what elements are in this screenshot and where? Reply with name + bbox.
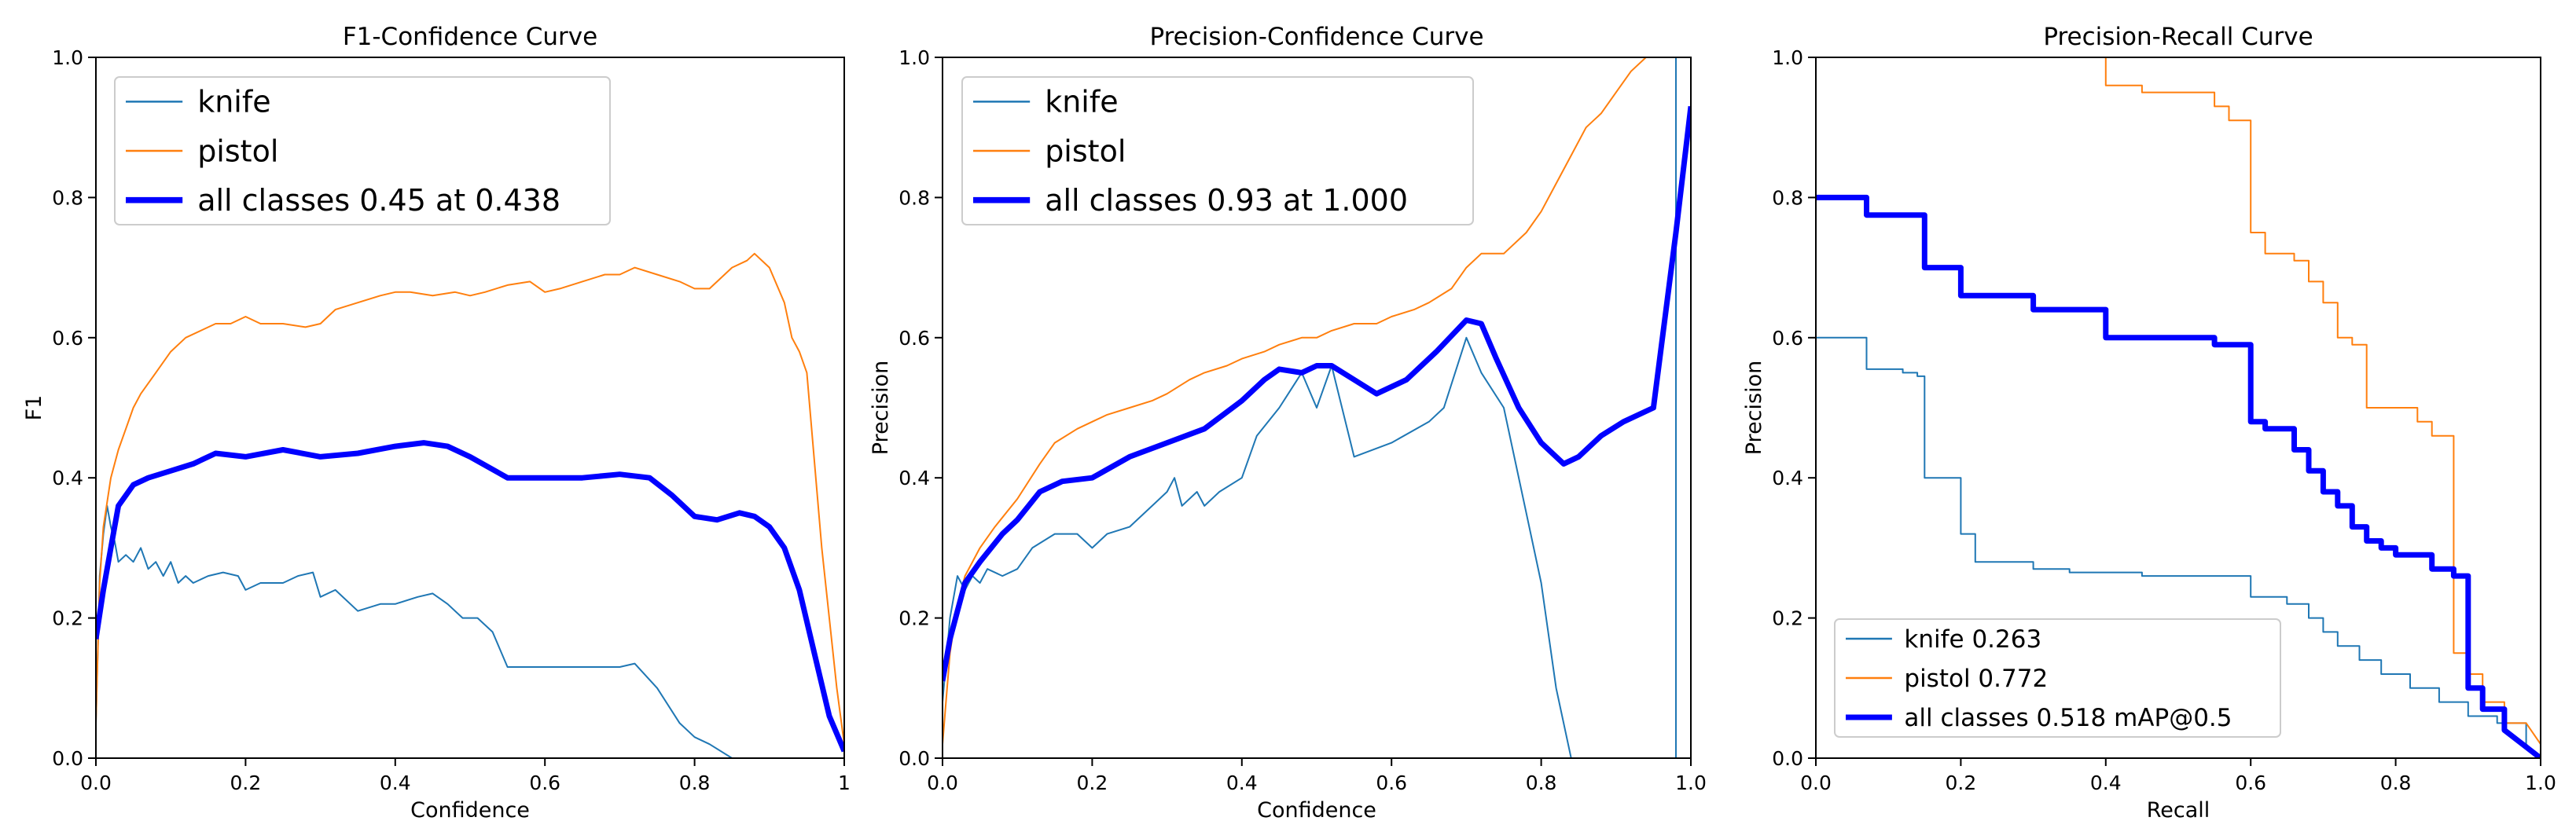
chart-1-legend-box xyxy=(114,76,611,225)
chart-3-legend-label-all: all classes 0.518 mAP@0.5 xyxy=(1904,704,2232,732)
chart-2-title: Precision-Confidence Curve xyxy=(1149,23,1483,51)
chart-1-series-pistol-line xyxy=(96,252,844,745)
chart-3-y-tick-label: 0.8 xyxy=(1772,186,1803,209)
chart-2-series-pistol-line xyxy=(943,57,1654,745)
chart-1-legend-label-knife: knife xyxy=(197,85,270,119)
chart-1-x-tick-label: 0.2 xyxy=(230,772,262,794)
chart-2-y-tick-label: 1.0 xyxy=(898,46,930,69)
chart-1-x-tick-label: 1 xyxy=(838,772,851,794)
chart-3-legend-box xyxy=(1834,618,2281,738)
chart-2-y-tick-label: 0.6 xyxy=(898,327,930,350)
chart-2-x-tick-label: 0.2 xyxy=(1077,772,1108,794)
chart-2-legend-box xyxy=(961,76,1474,225)
chart-2-x-tick-label: 0.4 xyxy=(1226,772,1258,794)
chart-2-legend-label-all: all classes 0.93 at 1.000 xyxy=(1045,183,1408,218)
chart-2-x-tick-label: 0.8 xyxy=(1526,772,1557,794)
chart-2-y-tick-label: 0.2 xyxy=(898,607,930,630)
chart-1-y-tick-label: 0.4 xyxy=(52,467,83,489)
chart-1-y-tick-label: 0.6 xyxy=(52,327,83,350)
f1-confidence-panel: 0.0 0.2 0.4 0.6 0.8 1 0.0 0.2 0.4 0.6 0.8 1.0 F1-Con… xyxy=(22,23,851,823)
chart-3-y-tick-label: 0.6 xyxy=(1772,327,1803,350)
chart-1-y-tick-label: 0.0 xyxy=(52,747,83,770)
chart-3-legend: knife 0.263 pistol 0.772 all classes 0.518… xyxy=(1834,618,2281,738)
chart-2-series-knife-line xyxy=(943,57,1684,758)
chart-3-y-tick-label: 0.0 xyxy=(1772,747,1803,770)
chart-2-series-all-line xyxy=(943,105,1691,682)
chart-1-y-axis-label: F1 xyxy=(22,395,46,421)
chart-3-x-tick-label: 0.8 xyxy=(2380,772,2412,794)
chart-2-legend-label-knife: knife xyxy=(1045,85,1118,119)
chart-1-x-tick-label: 0.0 xyxy=(80,772,112,794)
chart-2-plot-frame xyxy=(942,57,1692,759)
chart-2-y-axis-label: Precision xyxy=(869,361,893,455)
chart-3-plot-frame xyxy=(1815,57,2541,759)
chart-1-title: F1-Confidence Curve xyxy=(343,23,597,51)
chart-3-y-tick-label: 0.4 xyxy=(1772,467,1803,489)
chart-3-x-tick-label: 0.4 xyxy=(2090,772,2122,794)
chart-3-legend-label-pistol: pistol 0.772 xyxy=(1904,665,2048,693)
chart-1-plot-frame xyxy=(95,57,845,759)
chart-1-x-tick-label: 0.8 xyxy=(679,772,711,794)
chart-3-y-axis-label: Precision xyxy=(1742,361,1766,455)
chart-3-legend-label-knife: knife 0.263 xyxy=(1904,625,2041,654)
chart-2-y-tick-label: 0.4 xyxy=(898,467,930,489)
chart-2-legend-label-pistol: pistol xyxy=(1045,134,1126,168)
chart-3-series-all-line xyxy=(1816,194,2541,758)
chart-3-y-tick-label: 0.2 xyxy=(1772,607,1803,630)
chart-1-legend-label-all: all classes 0.45 at 0.438 xyxy=(197,183,560,218)
precision-confidence-panel: 0.0 0.2 0.4 0.6 0.8 1.0 0.0 0.2 0.4 0.6 0.8 1.0 Prec… xyxy=(869,23,1707,823)
chart-1-x-tick-label: 0.4 xyxy=(380,772,411,794)
chart-3-x-tick-label: 0.6 xyxy=(2235,772,2266,794)
chart-2-x-tick-label: 0.6 xyxy=(1376,772,1407,794)
chart-2-x-tick-label: 1.0 xyxy=(1675,772,1707,794)
chart-3-title: Precision-Recall Curve xyxy=(2043,23,2313,51)
chart-1-series-all-line xyxy=(96,440,844,753)
chart-1-y-tick-label: 0.2 xyxy=(52,607,83,630)
chart-2-x-tick-label: 0.0 xyxy=(927,772,958,794)
chart-3-series-knife-line xyxy=(1816,336,2541,758)
chart-1-y-tick-label: 0.8 xyxy=(52,186,83,209)
chart-2-legend: knife pistol all classes 0.93 at 1.000 xyxy=(961,76,1474,225)
chart-1-legend: knife pistol all classes 0.45 at 0.438 xyxy=(114,76,611,225)
chart-3-y-tick-label: 1.0 xyxy=(1772,46,1803,69)
chart-2-y-tick-label: 0.8 xyxy=(898,186,930,209)
chart-3-x-tick-label: 1.0 xyxy=(2525,772,2556,794)
chart-3-x-tick-label: 0.0 xyxy=(1800,772,1832,794)
chart-1-legend-label-pistol: pistol xyxy=(197,134,278,168)
chart-2-y-tick-label: 0.0 xyxy=(898,747,930,770)
chart-1-series-knife-line xyxy=(96,504,733,758)
chart-3-x-tick-label: 0.2 xyxy=(1946,772,1977,794)
chart-2-x-axis-label: Confidence xyxy=(1257,798,1376,823)
chart-1-y-tick-label: 1.0 xyxy=(52,46,83,69)
chart-1-x-tick-label: 0.6 xyxy=(529,772,560,794)
chart-1-x-axis-label: Confidence xyxy=(410,798,530,823)
chart-3-x-axis-label: Recall xyxy=(2147,798,2210,823)
precision-recall-panel: 0.0 0.2 0.4 0.6 0.8 1.0 0.0 0.2 0.4 0.6 0.8 1.0 Prec… xyxy=(1742,23,2556,823)
